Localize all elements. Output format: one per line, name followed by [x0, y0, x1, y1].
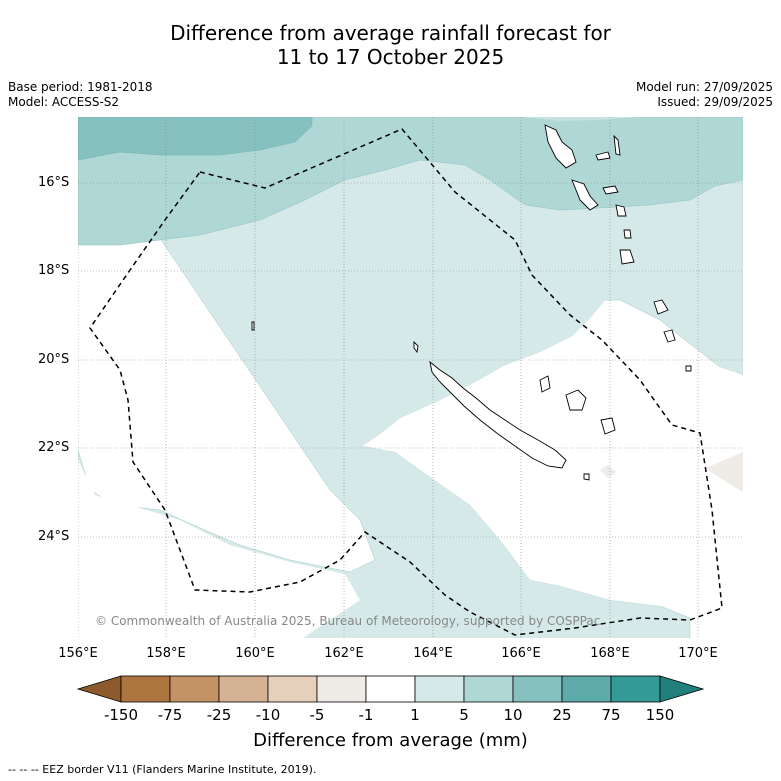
belep-island — [413, 340, 419, 354]
copyright-note: © Commonwealth of Australia 2025, Bureau… — [95, 614, 601, 628]
meta-right: Model run: 27/09/2025 Issued: 29/09/2025 — [636, 80, 773, 110]
map-frame — [78, 117, 743, 638]
erromango-island — [623, 229, 632, 239]
colorbar-seg-5 — [316, 675, 367, 703]
lon-label-164e: 164°E — [413, 646, 453, 661]
colorbar-extend-high — [659, 675, 705, 703]
colorbar-title: Difference from average (mm) — [253, 730, 528, 751]
colorbar-seg-1 — [120, 675, 171, 703]
isle-of-pines — [583, 473, 590, 481]
colorbar-seg-3 — [218, 675, 269, 703]
ambrym-island — [602, 185, 619, 195]
mare-island — [600, 417, 616, 435]
eez-footnote: -- -- -- EEZ border V11 (Flanders Marine… — [8, 763, 317, 776]
colorbar-seg-2 — [169, 675, 220, 703]
lon-label-156e: 156°E — [58, 646, 98, 661]
colorbar-seg-7 — [414, 675, 465, 703]
pentecost-island — [613, 134, 621, 156]
colorbar-label: 25 — [552, 706, 572, 724]
lon-label-160e: 160°E — [235, 646, 275, 661]
colorbar-label: -75 — [157, 706, 183, 724]
lat-label-22s: 22°S — [38, 440, 70, 455]
lat-label-18s: 18°S — [38, 263, 70, 278]
map-title-line2: 11 to 17 October 2025 — [276, 45, 505, 69]
region-minus5-to-minus1 — [705, 452, 743, 492]
map-title-line1: Difference from average rainfall forecas… — [170, 21, 611, 45]
lon-label-166e: 166°E — [501, 646, 541, 661]
region-minus1-to-1-west — [78, 460, 360, 638]
colorbar-seg-8 — [463, 675, 514, 703]
lon-label-170e: 170°E — [678, 646, 718, 661]
meta-left: Base period: 1981-2018 Model: ACCESS-S2 — [8, 80, 153, 110]
colorbar — [76, 675, 705, 703]
walpole-island — [685, 365, 692, 372]
colorbar-label: 5 — [459, 706, 469, 724]
lat-label-20s: 20°S — [38, 352, 70, 367]
colorbar-label: -1 — [358, 706, 374, 724]
hunter-island — [663, 329, 676, 343]
lon-label-168e: 168°E — [590, 646, 630, 661]
lon-label-162e: 162°E — [324, 646, 364, 661]
tanna-island — [619, 249, 635, 265]
region-10-to-25 — [78, 117, 313, 161]
issued-date: Issued: 29/09/2025 — [657, 95, 773, 109]
malekula-island — [571, 179, 599, 211]
lifou-island — [565, 389, 587, 411]
colorbar-label: -10 — [255, 706, 281, 724]
colorbar-seg-10 — [561, 675, 612, 703]
new-caledonia-island — [429, 360, 567, 469]
colorbar-seg-6 — [365, 675, 416, 703]
colorbar-label: 10 — [503, 706, 523, 724]
colorbar-label: 1 — [410, 706, 420, 724]
colorbar-label: -5 — [309, 706, 325, 724]
efate-island — [615, 204, 627, 217]
colorbar-label: 75 — [601, 706, 621, 724]
lat-label-24s: 24°S — [38, 529, 70, 544]
espiritu-santo-island — [544, 124, 577, 169]
chesterfield-island — [251, 321, 255, 331]
colorbar-label: 150 — [645, 706, 675, 724]
maewo-island — [595, 151, 611, 161]
colorbar-label: -25 — [206, 706, 232, 724]
colorbar-seg-4 — [267, 675, 318, 703]
colorbar-label: -150 — [103, 706, 139, 724]
model-name: Model: ACCESS-S2 — [8, 95, 120, 109]
lon-label-158e: 158°E — [146, 646, 186, 661]
base-period: Base period: 1981-2018 — [8, 80, 153, 94]
matthew-island — [653, 299, 669, 315]
model-run: Model run: 27/09/2025 — [635, 80, 773, 94]
colorbar-seg-9 — [512, 675, 563, 703]
ouvea-island — [539, 375, 551, 393]
small-patch — [600, 465, 616, 478]
colorbar-extend-low — [76, 675, 122, 703]
colorbar-seg-11 — [610, 675, 661, 703]
eez-border — [89, 128, 723, 636]
lat-label-16s: 16°S — [38, 175, 70, 190]
